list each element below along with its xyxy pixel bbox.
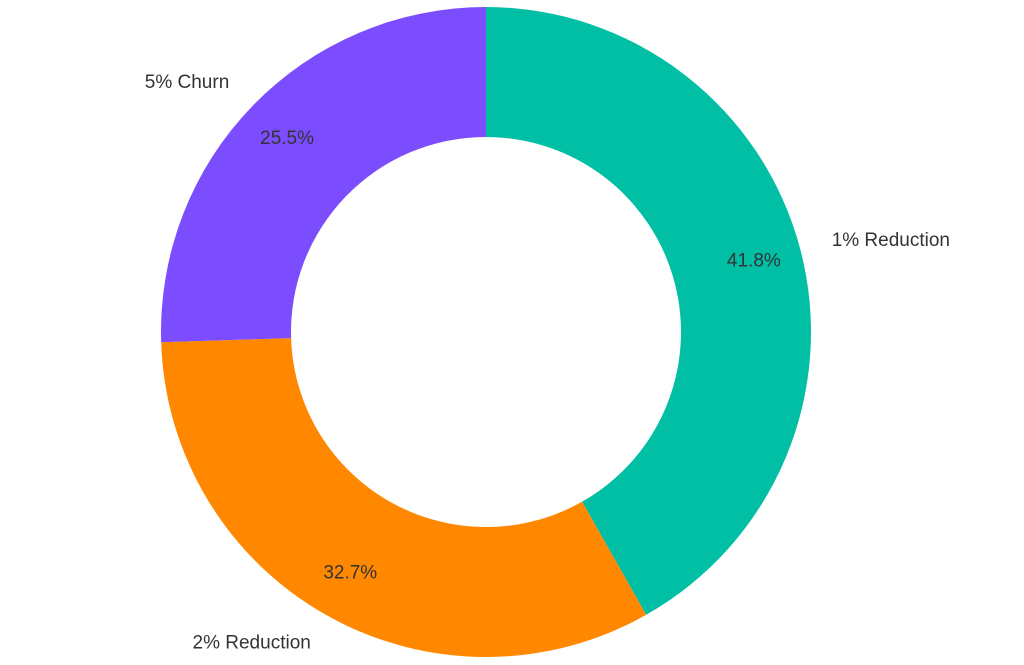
category-label: 2% Reduction [193,633,311,654]
donut-slice [486,7,811,615]
value-label: 41.8% [727,250,781,271]
value-label: 25.5% [260,128,314,149]
donut-slice [161,338,647,657]
donut-slice [161,7,486,343]
value-label: 32.7% [323,562,377,583]
category-label: 5% Churn [145,72,230,93]
category-label: 1% Reduction [832,230,950,251]
